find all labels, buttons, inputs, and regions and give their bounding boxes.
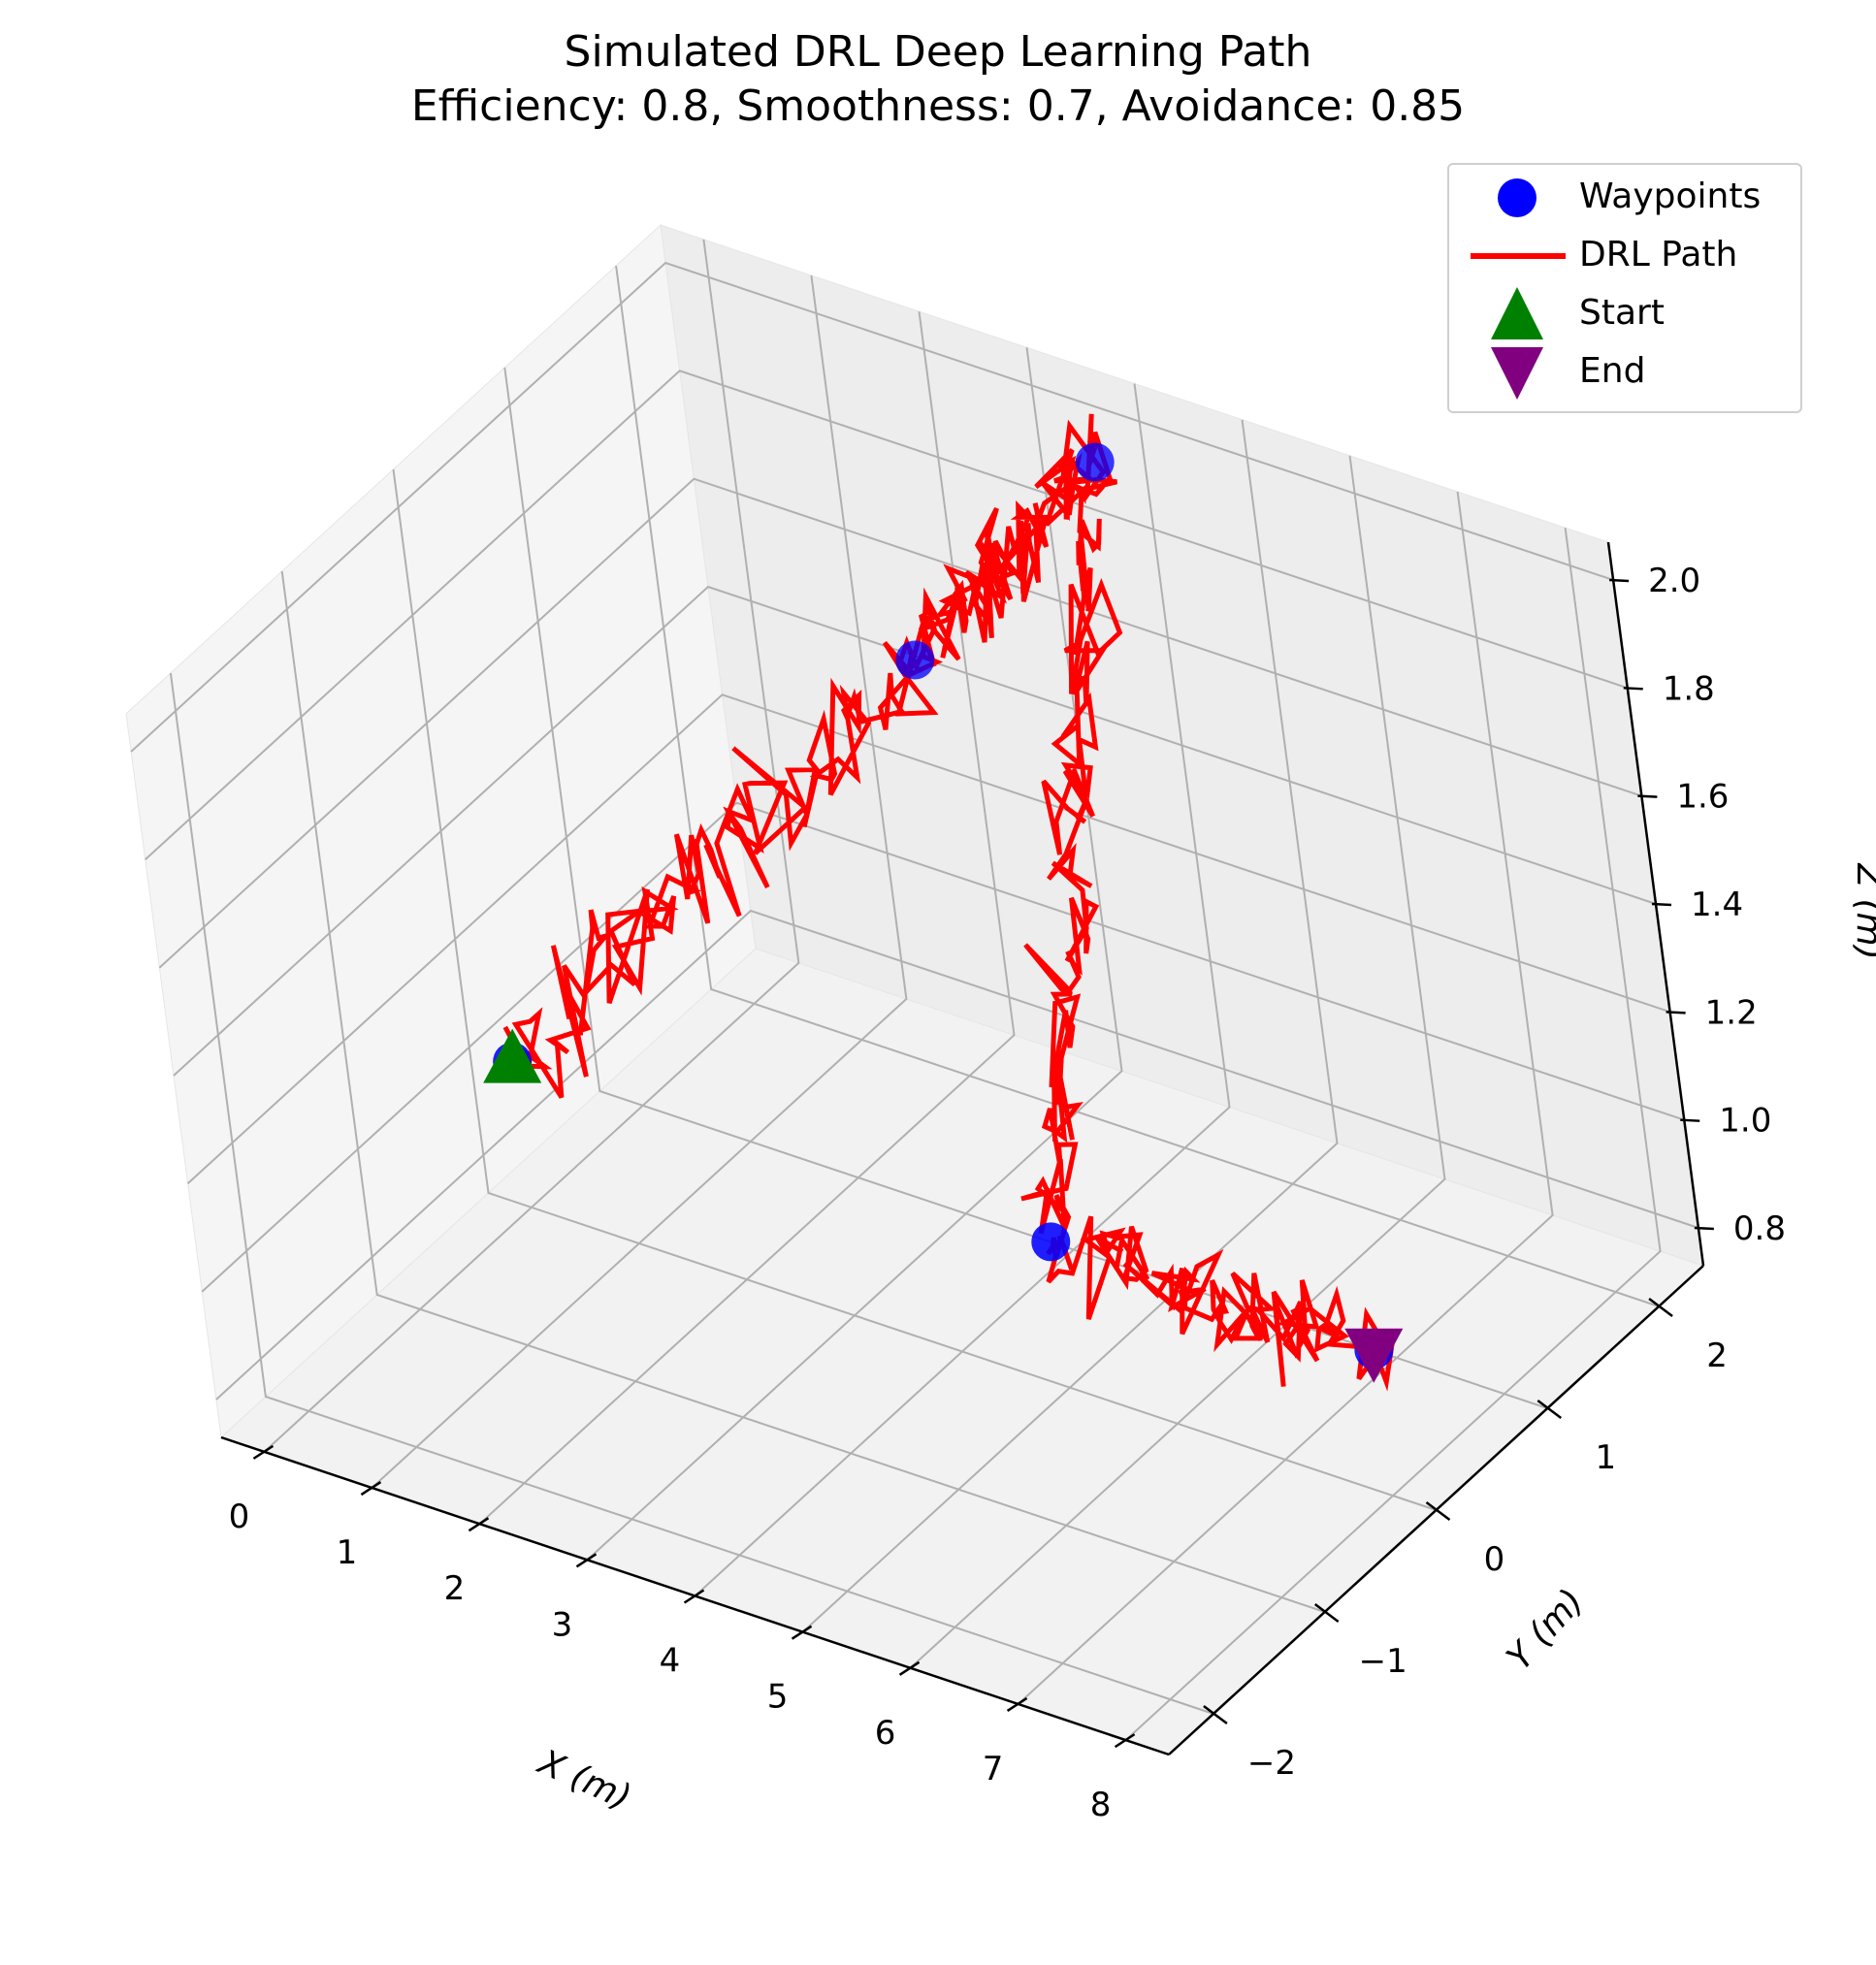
waypoint-marker <box>1075 442 1115 482</box>
x-grid-line <box>586 347 1123 1562</box>
axis-panes <box>125 223 1704 1756</box>
z-tick-label: 1.8 <box>1663 669 1715 708</box>
z-tick <box>1680 1118 1700 1122</box>
y-grid-line <box>615 265 1660 1307</box>
x-tick-label: 6 <box>875 1714 896 1753</box>
y-axis-label: Y (m) <box>1500 1582 1592 1678</box>
x-tick <box>683 1589 705 1604</box>
z-grid-line <box>173 585 1657 1077</box>
legend-item-waypoints: Waypoints <box>1449 169 1798 227</box>
z-axis-label: Z (m) <box>1849 862 1876 959</box>
legend-item-end: End <box>1449 343 1798 402</box>
z-tick <box>1637 794 1658 798</box>
x-tick-label: 3 <box>552 1605 573 1644</box>
z-grid-line <box>201 801 1685 1293</box>
z-grid-line <box>145 370 1629 861</box>
y-tick-label: −2 <box>1247 1744 1296 1783</box>
y-tick <box>1536 1400 1563 1419</box>
x-tick-label: 2 <box>444 1569 466 1608</box>
y-tick-label: 2 <box>1706 1337 1728 1375</box>
x-grid-line <box>694 383 1231 1597</box>
legend-triangle-down-icon <box>1491 347 1543 400</box>
end-marker <box>1344 1328 1404 1383</box>
z-grid-line <box>215 909 1699 1401</box>
y-tick-label: 0 <box>1484 1540 1505 1579</box>
grid-lines <box>130 239 1699 1741</box>
y-tick-label: −1 <box>1359 1642 1407 1681</box>
x-tick <box>252 1444 275 1460</box>
z-tick-label: 1.6 <box>1676 778 1729 817</box>
x-tick-label: 4 <box>660 1642 681 1681</box>
legend-label: Waypoints <box>1579 177 1762 216</box>
legend-circle-icon <box>1498 178 1536 217</box>
legend-line-icon <box>1471 253 1566 259</box>
start-end-markers <box>483 1028 1404 1383</box>
x-grid-line <box>1124 527 1662 1741</box>
y-tick <box>1203 1705 1228 1724</box>
x-tick-label: 7 <box>983 1750 1004 1788</box>
legend-triangle-up-icon <box>1491 287 1543 339</box>
x-tick-label: 5 <box>767 1678 789 1717</box>
y-grid-line <box>503 367 1548 1409</box>
x-grid-line <box>263 239 800 1453</box>
legend-label: DRL Path <box>1579 235 1738 274</box>
legend-label: End <box>1579 351 1646 391</box>
z-tick <box>1651 902 1672 907</box>
tick-marks <box>252 578 1714 1749</box>
z-tick-label: 0.8 <box>1733 1209 1786 1248</box>
x-grid-line <box>909 455 1446 1669</box>
z-grid-line <box>130 261 1614 753</box>
z-tick <box>1694 1226 1714 1231</box>
y-grid-line <box>392 468 1437 1511</box>
y-tick <box>1648 1298 1673 1317</box>
z-tick <box>1623 687 1643 691</box>
x-grid-line <box>1017 491 1554 1705</box>
x-tick <box>1114 1733 1136 1749</box>
z-tick <box>1666 1011 1686 1015</box>
x-tick <box>898 1660 921 1676</box>
z-grid-line <box>158 477 1642 969</box>
drl-path-series <box>502 413 1396 1392</box>
z-tick-label: 1.4 <box>1691 886 1743 924</box>
y-tick <box>1313 1603 1340 1623</box>
z-tick <box>1609 578 1630 583</box>
x-tick-label: 0 <box>229 1498 250 1536</box>
start-marker <box>483 1028 542 1083</box>
waypoint-marker <box>1031 1222 1071 1262</box>
z-tick-label: 1.0 <box>1719 1102 1771 1141</box>
waypoint-marker <box>895 640 935 680</box>
legend-item-start: Start <box>1449 285 1798 343</box>
y-tick-label: 1 <box>1595 1438 1616 1477</box>
chart-subtitle: Efficiency: 0.8, Smoothness: 0.7, Avoida… <box>410 81 1466 131</box>
x-tick <box>1006 1696 1028 1713</box>
legend-item-drl-path: DRL Path <box>1449 227 1798 285</box>
x-grid-line <box>478 311 1016 1525</box>
y-grid-line <box>169 672 1214 1715</box>
y-tick <box>1425 1501 1451 1521</box>
z-tick-label: 1.2 <box>1705 993 1758 1032</box>
x-tick-label: 8 <box>1090 1786 1112 1824</box>
legend-label: Start <box>1579 293 1665 333</box>
legend: Waypoints DRL Path Start End <box>1447 163 1802 413</box>
x-tick <box>360 1480 382 1497</box>
y-grid-line <box>280 570 1326 1613</box>
x-grid-line <box>801 419 1339 1633</box>
x-tick <box>791 1625 813 1640</box>
x-tick-label: 1 <box>337 1533 358 1572</box>
x-grid-line <box>371 274 908 1489</box>
z-tick-label: 2.0 <box>1648 562 1700 600</box>
chart-title: Simulated DRL Deep Learning Path <box>564 27 1312 77</box>
drl-path-line <box>502 413 1396 1392</box>
x-tick <box>575 1553 598 1568</box>
z-grid-line <box>186 693 1670 1185</box>
tick-labels: 0 1 2 3 4 5 6 7 8 −2 −1 0 1 2 0.8 1.0 1.2 1.4 1.6 1.8 2.0 <box>229 562 1786 1824</box>
x-tick <box>468 1517 490 1532</box>
x-axis-label: X (m) <box>531 1742 636 1819</box>
